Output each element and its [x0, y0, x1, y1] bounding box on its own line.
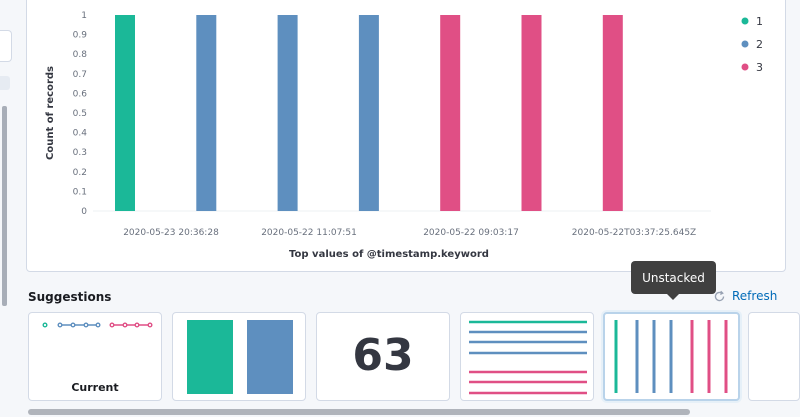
chart-panel: 0 0.1 0.2 0.3 0.4 0.5 0.6 0.7 0.8 0.9 1 Count of re… [26, 0, 786, 272]
refresh-label: Refresh [732, 289, 778, 303]
legend-label: 2 [756, 38, 763, 51]
y-tick-label: 0.3 [73, 148, 87, 158]
bar [521, 15, 542, 211]
horizontal-bar-thumbnail [469, 320, 587, 395]
line-chart-thumbnail [42, 322, 153, 328]
y-tick-label: 0.4 [73, 129, 88, 139]
tooltip: Unstacked [631, 261, 716, 294]
y-tick-label: 0.8 [73, 50, 88, 60]
bar [358, 15, 379, 211]
y-axis-label: Count of records [45, 66, 56, 160]
suggestions-title: Suggestions [28, 290, 112, 304]
suggestion-card-horizontal-bar[interactable] [460, 312, 594, 401]
suggestion-card-partial[interactable] [748, 312, 800, 401]
x-axis-label: Top values of @timestamp.keyword [289, 249, 489, 260]
y-tick-label: 0.1 [73, 187, 87, 197]
y-tick-label: 1 [81, 11, 87, 21]
suggestion-card-bar[interactable] [172, 312, 306, 401]
suggestion-card-unstacked[interactable] [603, 312, 740, 401]
bar-chart-thumbnail [187, 320, 293, 394]
collapse-panel-button[interactable] [0, 30, 12, 62]
bar [115, 15, 135, 211]
suggestion-label-current: Current [71, 381, 119, 394]
bar [277, 15, 298, 211]
tooltip-arrow [666, 293, 680, 300]
x-tick-label: 2020-05-22 09:03:17 [423, 228, 519, 238]
refresh-button[interactable]: Refresh [713, 289, 777, 303]
y-tick-label: 0.6 [73, 89, 88, 99]
legend-label: 3 [756, 61, 763, 74]
refresh-icon [714, 290, 725, 301]
y-tick-label: 0.5 [73, 109, 87, 119]
metric-value: 63 [352, 330, 414, 381]
y-tick-label: 0.2 [73, 168, 87, 178]
suggestion-card-metric[interactable]: 63 [316, 312, 450, 401]
y-tick-label: 0.9 [73, 31, 88, 41]
x-tick-label: 2020-05-23 20:36:28 [123, 228, 219, 238]
bar-chart: 0 0.1 0.2 0.3 0.4 0.5 0.6 0.7 0.8 0.9 1 Count of re… [45, 11, 763, 260]
y-tick-label: 0.7 [73, 70, 87, 80]
x-tick-label: 2020-05-22T03:37:25.645Z [572, 228, 696, 238]
legend-swatch [741, 40, 749, 48]
suggestion-card-current[interactable]: Current [28, 312, 162, 401]
left-scrollbar[interactable] [2, 106, 7, 306]
y-tick-label: 0 [81, 207, 87, 217]
bar [602, 15, 623, 211]
bar [440, 15, 461, 211]
field-chip[interactable] [0, 76, 10, 90]
legend-label: 1 [756, 15, 763, 28]
legend-swatch [741, 17, 749, 25]
legend-swatch [741, 63, 749, 71]
suggestions-scrollbar[interactable] [28, 409, 690, 415]
x-tick-label: 2020-05-22 11:07:51 [261, 228, 357, 238]
bar [196, 15, 217, 211]
unstacked-bar-thumbnail [614, 320, 728, 393]
